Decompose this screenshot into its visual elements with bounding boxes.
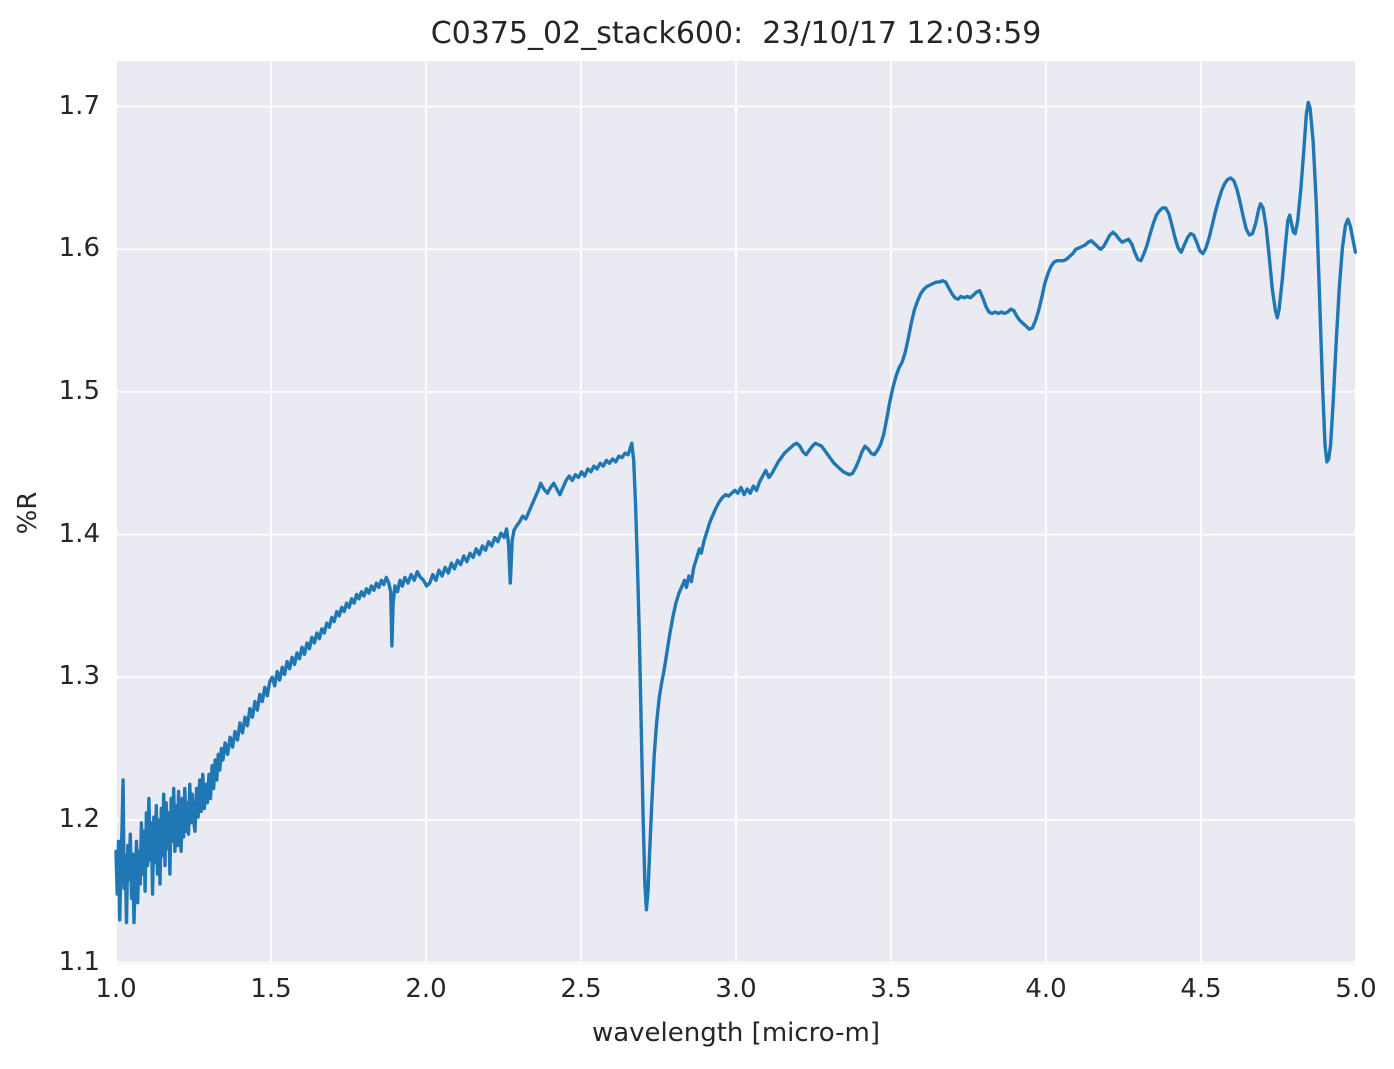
y-tick-label: 1.3 [58,661,100,692]
y-tick-label: 1.2 [58,803,100,834]
x-axis-label: wavelength [micro-m] [591,1018,881,1048]
chart-title: C0375_02_stack600: 23/10/17 12:03:59 [430,16,1042,51]
x-tick-label: 1.5 [250,974,292,1004]
y-tick-label: 1.5 [58,375,100,406]
x-tick-label: 5.0 [1335,974,1377,1004]
x-tick-label: 3.5 [870,974,912,1004]
y-tick-label: 1.4 [58,518,100,549]
x-tick-label: 1.0 [95,974,137,1004]
spectrum-line [114,100,1358,925]
y-tick-label: 1.6 [58,233,100,264]
x-tick-label: 2.0 [405,974,447,1004]
x-tick-label: 4.0 [1025,974,1067,1004]
x-tick-label: 2.5 [560,974,602,1004]
x-tick-label: 4.5 [1180,974,1222,1004]
y-tick-label: 1.1 [58,946,100,977]
x-tick-label: 3.0 [715,974,757,1004]
y-tick-label: 1.7 [58,90,100,121]
